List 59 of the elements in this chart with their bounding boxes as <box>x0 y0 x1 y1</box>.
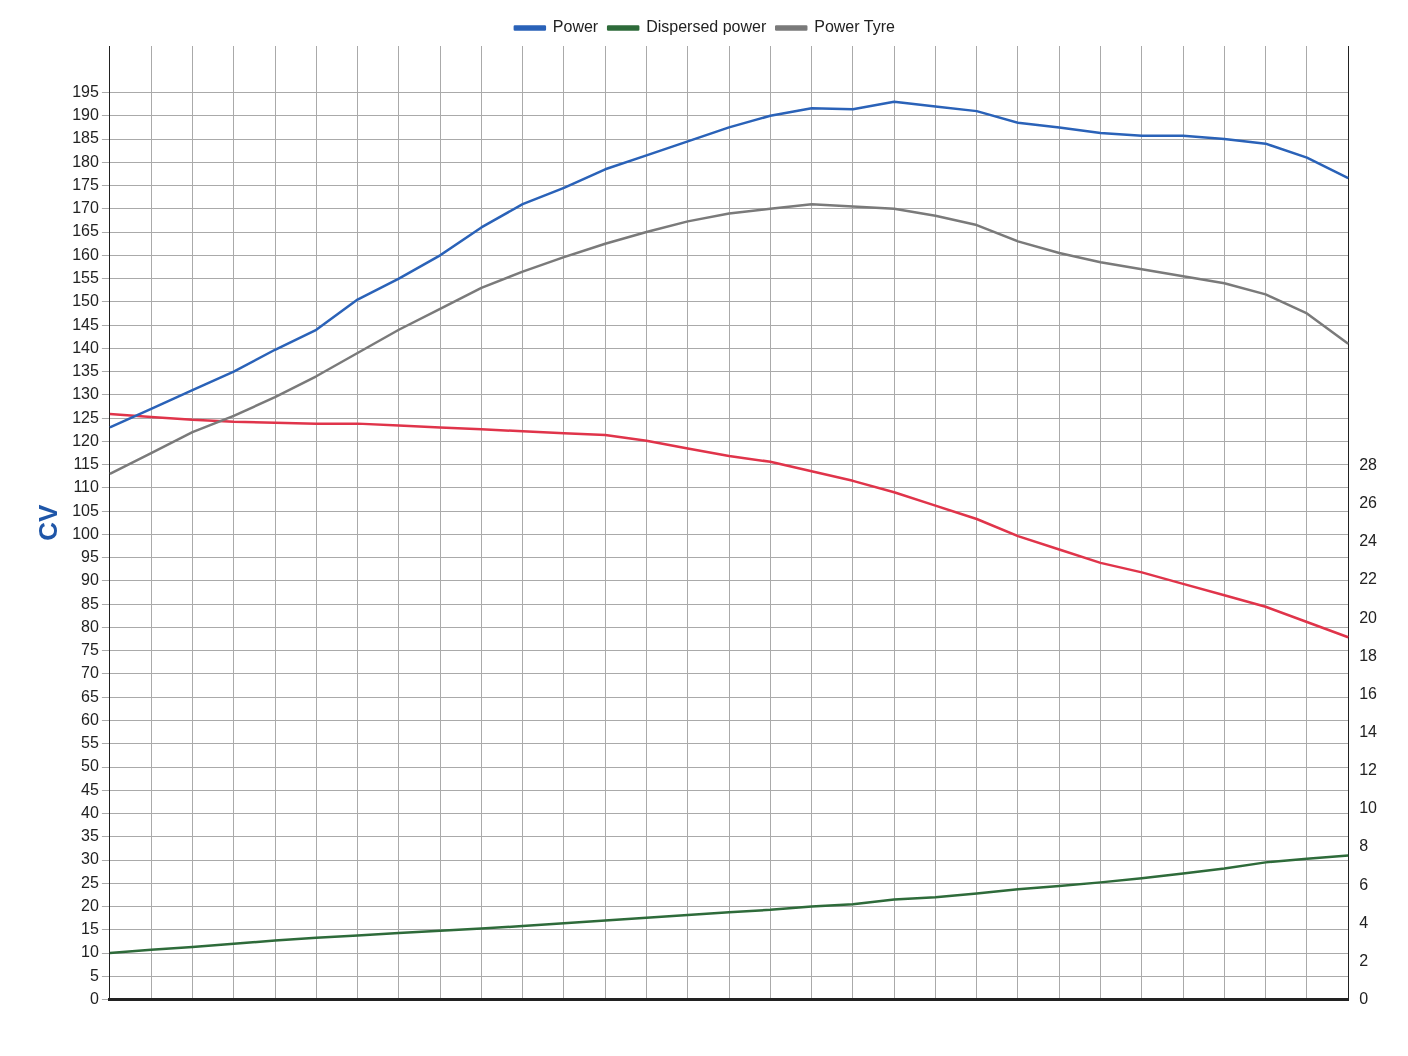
y-tick-label: 145 <box>72 315 99 333</box>
y-tick-label: 5 <box>89 966 99 984</box>
y2-tick-label: 20 <box>1359 608 1378 626</box>
y-axis-title: CV <box>32 504 63 541</box>
y-tick-label: 180 <box>72 152 99 170</box>
y-tick-label: 115 <box>73 455 99 473</box>
y2-tick-label: 22 <box>1359 570 1378 588</box>
y-tick-label: 100 <box>72 524 99 542</box>
y-tick-label: 40 <box>81 803 99 821</box>
y2-tick-label: 6 <box>1359 875 1369 893</box>
y2-tick-label: 14 <box>1359 723 1378 740</box>
y2-tick-label: 16 <box>1359 684 1378 702</box>
y2-tick-label: 12 <box>1359 761 1378 779</box>
y-tick-label: 110 <box>73 478 99 496</box>
y-tick-label: 60 <box>81 710 99 728</box>
y2-tick-label: 24 <box>1359 532 1378 550</box>
y2-tick-label: 2 <box>1359 951 1369 969</box>
y-tick-label: 95 <box>81 548 99 566</box>
y2-tick-label: 18 <box>1359 646 1378 664</box>
y-tick-label: 185 <box>72 129 99 147</box>
y-tick-label: 160 <box>72 245 99 263</box>
y-tick-label: 85 <box>81 594 99 612</box>
y2-tick-label: 10 <box>1359 799 1378 817</box>
legend-label: Power <box>552 18 599 36</box>
y2-tick-label: 4 <box>1359 913 1369 931</box>
legend-label: Dispersed power <box>646 18 767 36</box>
y-tick-label: 105 <box>72 501 99 519</box>
y-tick-label: 45 <box>81 780 99 798</box>
y2-tick-label: 8 <box>1359 837 1369 855</box>
y-tick-label: 150 <box>72 292 99 310</box>
y-tick-label: 165 <box>72 222 99 240</box>
y-tick-label: 190 <box>72 106 99 124</box>
y-tick-label: 75 <box>81 641 99 659</box>
y-tick-label: 125 <box>72 408 99 426</box>
y-tick-label: 155 <box>72 268 99 286</box>
y-tick-label: 170 <box>72 199 99 217</box>
y-tick-label: 20 <box>81 896 99 914</box>
y-tick-label: 55 <box>81 734 99 752</box>
y-tick-label: 195 <box>72 82 99 100</box>
y-tick-label: 30 <box>81 850 99 868</box>
y-tick-label: 80 <box>81 617 99 635</box>
y2-tick-label: 28 <box>1359 455 1378 473</box>
y-tick-label: 120 <box>72 431 99 449</box>
y-tick-label: 130 <box>72 385 99 403</box>
y-tick-label: 15 <box>81 920 99 938</box>
y-tick-label: 140 <box>72 338 99 356</box>
y-tick-label: 10 <box>81 943 99 961</box>
y-tick-label: 90 <box>81 571 99 589</box>
y-tick-label: 70 <box>81 664 99 682</box>
y-tick-label: 50 <box>81 757 99 775</box>
y-tick-label: 65 <box>81 687 99 705</box>
y-tick-label: 25 <box>81 873 99 891</box>
y-tick-label: 135 <box>72 362 99 380</box>
y-tick-label: 35 <box>81 827 99 845</box>
y2-tick-label: 26 <box>1359 494 1378 512</box>
y2-tick-label: 0 <box>1359 990 1369 1008</box>
y-tick-label: 0 <box>89 990 99 1008</box>
legend-label: Power Tyre <box>814 18 895 36</box>
y-tick-label: 175 <box>72 175 99 193</box>
